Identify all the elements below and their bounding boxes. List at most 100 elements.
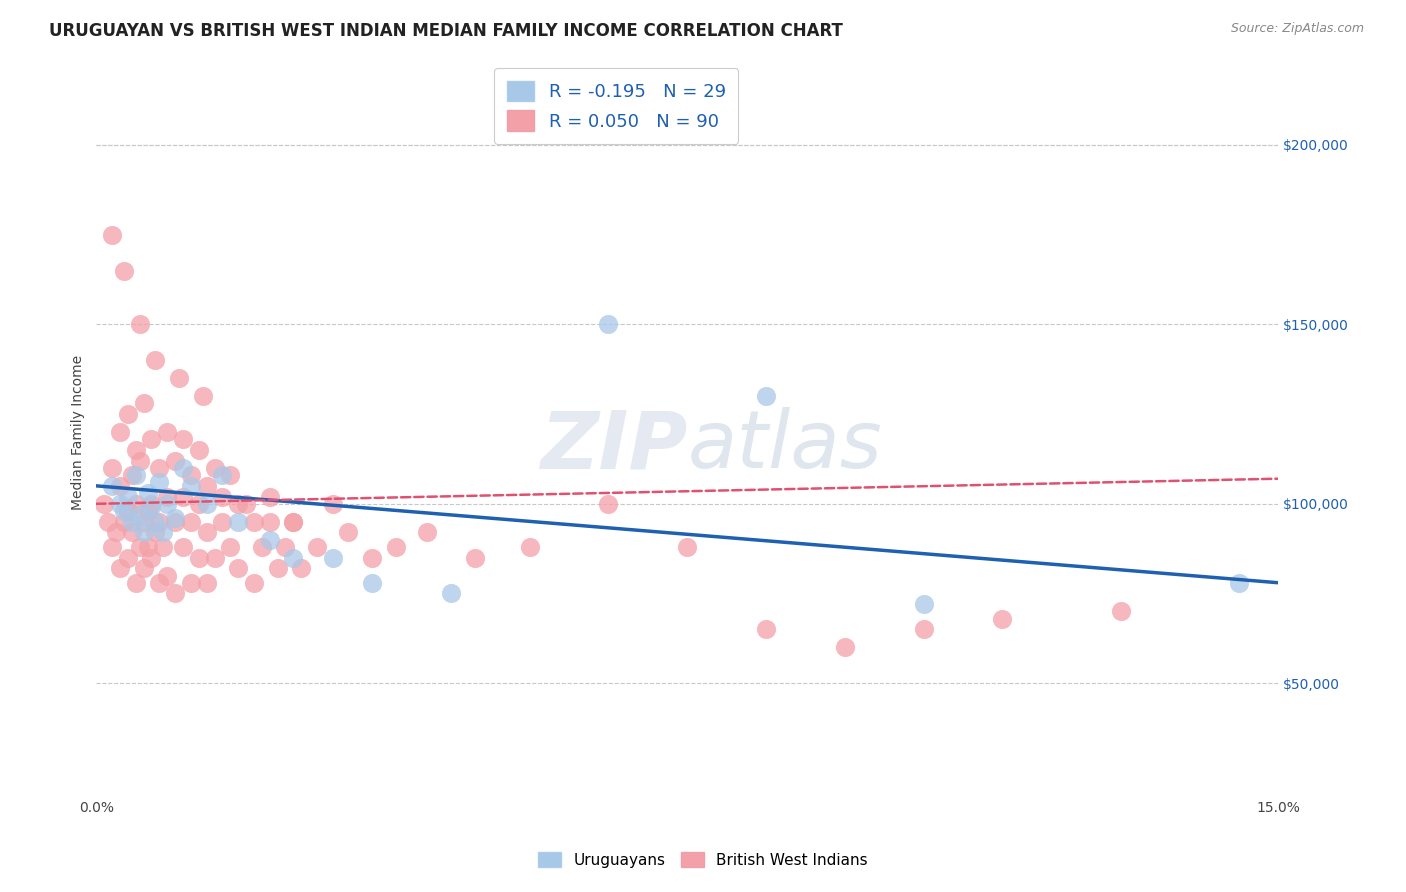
Point xyxy=(128,454,150,468)
Point xyxy=(991,612,1014,626)
Point xyxy=(519,540,541,554)
Point xyxy=(416,525,439,540)
Point xyxy=(117,490,139,504)
Point xyxy=(290,561,312,575)
Legend: R = -0.195   N = 29, R = 0.050   N = 90: R = -0.195 N = 29, R = 0.050 N = 90 xyxy=(495,68,738,144)
Point xyxy=(165,454,187,468)
Point xyxy=(148,515,170,529)
Point xyxy=(226,497,249,511)
Point xyxy=(136,540,159,554)
Point xyxy=(121,515,143,529)
Point xyxy=(834,640,856,655)
Text: atlas: atlas xyxy=(688,408,882,485)
Point xyxy=(165,515,187,529)
Point xyxy=(180,575,202,590)
Text: ZIP: ZIP xyxy=(540,408,688,485)
Point xyxy=(112,263,135,277)
Legend: Uruguayans, British West Indians: Uruguayans, British West Indians xyxy=(533,846,873,873)
Point xyxy=(598,318,620,332)
Point xyxy=(211,515,233,529)
Point xyxy=(226,515,249,529)
Point xyxy=(167,371,190,385)
Point xyxy=(172,432,194,446)
Point xyxy=(156,490,179,504)
Point xyxy=(165,511,187,525)
Point xyxy=(172,540,194,554)
Point xyxy=(755,389,778,403)
Point xyxy=(226,561,249,575)
Point xyxy=(156,425,179,439)
Point xyxy=(204,550,226,565)
Point xyxy=(283,550,305,565)
Point xyxy=(195,497,218,511)
Point xyxy=(195,575,218,590)
Point xyxy=(148,475,170,490)
Point xyxy=(598,497,620,511)
Point xyxy=(141,500,163,515)
Text: URUGUAYAN VS BRITISH WEST INDIAN MEDIAN FAMILY INCOME CORRELATION CHART: URUGUAYAN VS BRITISH WEST INDIAN MEDIAN … xyxy=(49,22,844,40)
Point xyxy=(1109,604,1132,618)
Point xyxy=(211,468,233,483)
Point xyxy=(219,540,242,554)
Point xyxy=(243,515,266,529)
Point xyxy=(101,461,124,475)
Point xyxy=(117,504,139,518)
Point xyxy=(211,490,233,504)
Point xyxy=(322,497,344,511)
Point xyxy=(187,497,209,511)
Point xyxy=(180,479,202,493)
Point xyxy=(117,550,139,565)
Point xyxy=(121,468,143,483)
Point xyxy=(112,515,135,529)
Point xyxy=(322,550,344,565)
Point xyxy=(180,515,202,529)
Point xyxy=(165,586,187,600)
Point xyxy=(152,540,174,554)
Point xyxy=(125,575,148,590)
Point xyxy=(108,497,131,511)
Point xyxy=(128,508,150,522)
Point xyxy=(152,525,174,540)
Point xyxy=(755,623,778,637)
Point xyxy=(125,442,148,457)
Point xyxy=(187,442,209,457)
Point xyxy=(259,490,281,504)
Point xyxy=(676,540,699,554)
Point xyxy=(912,597,935,611)
Point xyxy=(156,497,179,511)
Point xyxy=(204,461,226,475)
Y-axis label: Median Family Income: Median Family Income xyxy=(72,354,86,509)
Point xyxy=(108,425,131,439)
Point xyxy=(125,468,148,483)
Point xyxy=(187,550,209,565)
Point xyxy=(101,479,124,493)
Point xyxy=(141,432,163,446)
Point xyxy=(266,561,288,575)
Point xyxy=(361,575,384,590)
Point xyxy=(283,515,305,529)
Point xyxy=(121,525,143,540)
Point xyxy=(108,561,131,575)
Text: Source: ZipAtlas.com: Source: ZipAtlas.com xyxy=(1230,22,1364,36)
Point xyxy=(440,586,463,600)
Point xyxy=(148,575,170,590)
Point xyxy=(337,525,360,540)
Point xyxy=(97,515,120,529)
Point xyxy=(274,540,297,554)
Point xyxy=(117,407,139,421)
Point xyxy=(141,497,163,511)
Point xyxy=(132,561,155,575)
Point xyxy=(180,468,202,483)
Point xyxy=(283,515,305,529)
Point xyxy=(250,540,273,554)
Point xyxy=(191,389,214,403)
Point xyxy=(136,486,159,500)
Point xyxy=(172,490,194,504)
Point xyxy=(1227,575,1250,590)
Point xyxy=(105,525,128,540)
Point xyxy=(195,479,218,493)
Point xyxy=(305,540,328,554)
Point xyxy=(128,318,150,332)
Point xyxy=(156,568,179,582)
Point xyxy=(361,550,384,565)
